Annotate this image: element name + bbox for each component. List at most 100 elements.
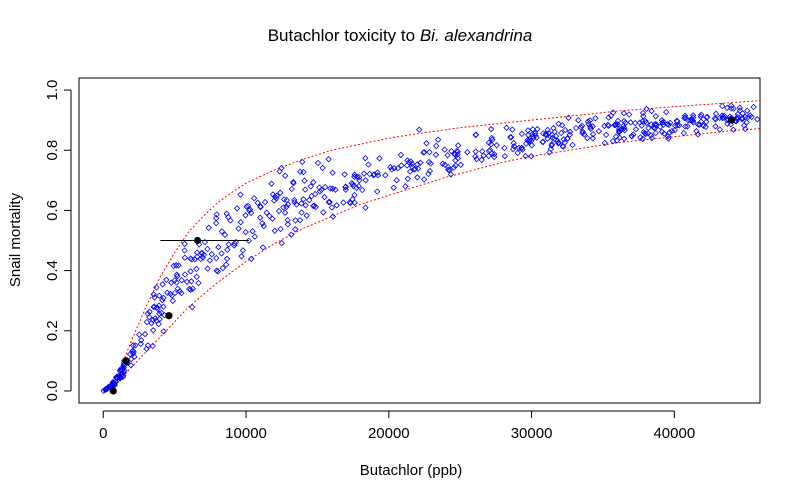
scatter-point [181,271,189,278]
scatter-point [164,289,171,296]
scatter-point [235,225,242,232]
scatter-point [628,132,635,140]
scatter-point [559,142,566,150]
scatter-point [167,290,174,298]
scatter-point [221,231,229,238]
scatter-point [136,331,143,338]
scatter-point [321,183,329,191]
scatter-point [117,365,125,373]
scatter-point [491,153,498,161]
scatter-point [306,196,313,204]
scatter-point [577,124,585,131]
scatter-point [626,111,633,118]
scatter-point [485,152,492,160]
scatter-point [711,115,719,122]
y-tick-label: 0.6 [44,200,61,221]
scatter-point [237,219,244,226]
scatter-point [754,116,760,123]
scatter-point [564,135,571,142]
scatter-point [632,119,639,127]
scatter-point [648,107,655,115]
scatter-point [193,249,201,256]
scatter-point [382,172,389,179]
scatter-point [100,387,107,394]
scatter-point [393,177,400,184]
scatter-point [478,156,485,164]
scatter-point [402,183,409,190]
scatter-point [648,134,656,142]
scatter-point [532,132,539,139]
scatter-point [489,136,496,143]
scatter-point [278,239,285,247]
scatter-point [728,105,735,112]
scatter-point [501,153,508,160]
scatter-point [360,170,368,177]
scatter-point [174,273,181,280]
scatter-point [328,204,336,211]
confidence-bands [102,100,760,392]
scatter-point [150,327,157,334]
scatter-point [290,179,297,187]
scatter-point [452,162,459,169]
scatter-point [362,155,369,162]
scatter-point [171,277,178,284]
scatter-point [454,155,462,162]
scatter-point [540,130,547,137]
scatter-point [427,160,434,167]
scatter-point [621,117,628,125]
scatter-point [284,221,292,228]
scatter-point [257,214,264,221]
scatter-point [548,141,556,148]
scatter-point [425,170,432,178]
scatter-point [261,198,269,206]
scatter-point [144,310,151,317]
scatter-point [744,107,751,114]
scatter-point [587,123,594,130]
scatter-point [640,129,647,136]
scatter-point [351,171,358,178]
scatter-point [374,188,381,195]
scatter-point [485,147,493,155]
scatter-point [664,121,671,128]
scatter-point [445,166,452,173]
scatter-point [522,152,529,160]
scatter-point [587,125,594,132]
scatter-point [302,202,309,209]
plot-frame [78,77,761,404]
scatter-point [342,186,349,193]
scatter-point [609,109,617,116]
scatter-point [615,127,623,135]
scatter-point [388,166,395,173]
scatter-point [546,149,553,156]
scatter-point [155,320,162,328]
scatter-point [658,117,666,124]
scatter-point [170,262,177,270]
scatter-point [244,202,252,210]
scatter-point [589,135,597,142]
scatter-point [300,196,307,203]
scatter-point [433,142,440,150]
scatter-point [146,308,153,315]
scatter-point [191,255,199,263]
scatter-point [281,209,289,216]
scatter-point [720,112,728,119]
scatter-point [724,120,731,127]
scatter-point [448,147,455,155]
chart-title: Butachlor toxicity to Bi. alexandrina [0,26,800,46]
scatter-point [697,113,704,120]
scatter-point [555,139,562,146]
scatter-point [555,120,562,127]
scatter-point [208,251,215,258]
scatter-point [105,384,113,391]
scatter-point [129,342,137,349]
scatter-point [148,320,155,327]
scatter-point [181,254,189,261]
scatter-point [116,375,124,382]
scatter-point [346,199,353,206]
scatter-point [271,227,278,234]
scatter-point [566,128,574,135]
scatter-point [195,279,202,287]
scatter-point [174,285,181,292]
scatter-point [559,122,566,129]
scatter-point [201,238,209,246]
